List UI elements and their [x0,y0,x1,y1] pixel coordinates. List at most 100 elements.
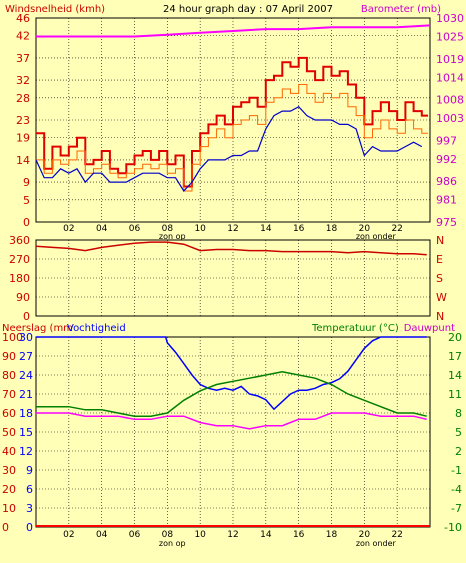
wind-x-tick-label: 22 [391,224,402,234]
direction-compass-label: W [436,291,447,304]
ylabel-rain: Neerslag (mm [2,323,73,334]
wind-gust-series [36,56,428,188]
humidity-y-tick-label: 3 [26,502,33,515]
barometer-y-tick-label: 975 [436,216,457,229]
rain-y-tick-label: 30 [2,464,16,477]
temperature-y-tick-label: 2 [455,445,462,458]
wind-low-series [35,105,423,192]
barometer-y-tick-label: 1030 [436,12,464,25]
wind-x-tick-label: 20 [359,224,371,234]
humidity-x-tick-label: 02 [63,530,74,540]
humidity-y-tick-label: 30 [19,331,33,344]
barometer-y-tick-label: 997 [436,134,457,147]
direction-compass-label: N [436,234,444,247]
ylabel-wind: Windsnelheid (kmh) [5,4,105,15]
temperature-y-tick-label: 17 [448,350,462,363]
wind-x-tick-label: 02 [63,224,74,234]
temperature-y-tick-label: 5 [455,426,462,439]
barometer-series [36,24,431,38]
temperature-y-tick-label: -4 [451,483,462,496]
humidity-x-tick-label: 10 [194,530,206,540]
temperature-y-tick-label: 11 [448,388,462,401]
direction-y-tick-label: 0 [23,310,30,323]
wind-x-tick-label: 08 [162,224,174,234]
direction-compass-label: S [436,272,443,285]
humidity-y-tick-label: 9 [26,464,33,477]
direction-series [35,241,427,256]
temperature-y-tick-label: -7 [451,502,462,515]
wind-average-series [36,84,428,192]
sun-annotation: zon onder [356,232,397,241]
rain-y-tick-label: 90 [2,350,16,363]
barometer-y-tick-label: 992 [436,153,457,166]
wind-y-tick-label: 9 [23,176,30,189]
humidity-series [36,336,427,411]
humidity-y-tick-label: 0 [26,521,33,534]
wind-y-tick-label: 0 [23,216,30,229]
ylabel-temperature: Temperatuur (°C) [311,323,399,334]
direction-y-tick-label: 360 [9,234,30,247]
wind-y-tick-label: 28 [16,92,30,105]
wind-y-tick-label: 42 [16,30,30,43]
wind-x-tick-label: 14 [260,224,272,234]
temperature-y-tick-label: 8 [455,407,462,420]
barometer-y-tick-label: 1025 [436,31,464,44]
direction-y-tick-label: 180 [9,272,30,285]
temperature-y-tick-label: 14 [448,369,462,382]
humidity-x-tick-label: 04 [96,530,108,540]
humidity-x-tick-label: 06 [129,530,141,540]
temperature-series [36,371,427,417]
wind-y-tick-label: 5 [23,194,30,207]
chart-title: 24 hour graph day : 07 April 2007 [163,4,333,15]
barometer-y-tick-label: 1014 [436,71,464,84]
direction-y-tick-label: 270 [9,253,30,266]
humidity-y-tick-label: 18 [19,407,33,420]
barometer-y-tick-label: 1003 [436,112,464,125]
wind-x-tick-label: 10 [194,224,206,234]
rain-y-tick-label: 40 [2,445,16,458]
ylabel-dewpoint: Dauwpunt [404,323,455,334]
wind-y-tick-label: 32 [16,74,30,87]
wind-y-tick-label: 23 [16,114,30,127]
direction-compass-label: N [436,310,444,323]
rain-y-tick-label: 70 [2,388,16,401]
rain-y-tick-label: 20 [2,483,16,496]
barometer-y-tick-label: 1019 [436,53,464,66]
humidity-y-tick-label: 24 [19,369,33,382]
ylabel-barometer: Barometer (mb) [361,4,441,15]
humidity-y-tick-label: 21 [19,388,33,401]
sun-annotation: zon op [159,232,186,241]
wind-y-tick-label: 37 [16,52,30,65]
sun-annotation: zon onder [356,539,397,548]
humidity-x-tick-label: 20 [359,530,371,540]
direction-compass-label: E [436,253,443,266]
humidity-x-tick-label: 08 [162,530,174,540]
temperature-y-tick-label: 20 [448,331,462,344]
series [35,24,431,527]
humidity-y-tick-label: 6 [26,483,33,496]
humidity-x-tick-label: 16 [293,530,305,540]
direction-y-tick-label: 90 [16,291,30,304]
temperature-y-tick-label: -1 [451,464,462,477]
humidity-y-tick-label: 12 [19,445,33,458]
humidity-x-tick-label: 14 [260,530,272,540]
rain-y-tick-label: 0 [2,521,9,534]
humidity-x-tick-label: 12 [227,530,238,540]
wind-x-tick-label: 16 [293,224,305,234]
rain-y-tick-label: 100 [2,331,23,344]
dewpoint-series [36,412,427,430]
humidity-y-tick-label: 27 [19,350,33,363]
rain-y-tick-label: 80 [2,369,16,382]
wind-x-tick-label: 12 [227,224,238,234]
axes: 0591419232832374246975981986992997100310… [2,12,464,548]
rain-y-tick-label: 10 [2,502,16,515]
humidity-y-tick-label: 15 [19,426,33,439]
temperature-y-tick-label: -10 [444,521,462,534]
wind-y-tick-label: 19 [16,132,30,145]
rain-y-tick-label: 60 [2,407,16,420]
barometer-y-tick-label: 1008 [436,94,464,107]
barometer-y-tick-label: 981 [436,194,457,207]
humidity-x-tick-label: 22 [391,530,402,540]
ylabel-humidity: Vochtigheid [67,323,126,334]
